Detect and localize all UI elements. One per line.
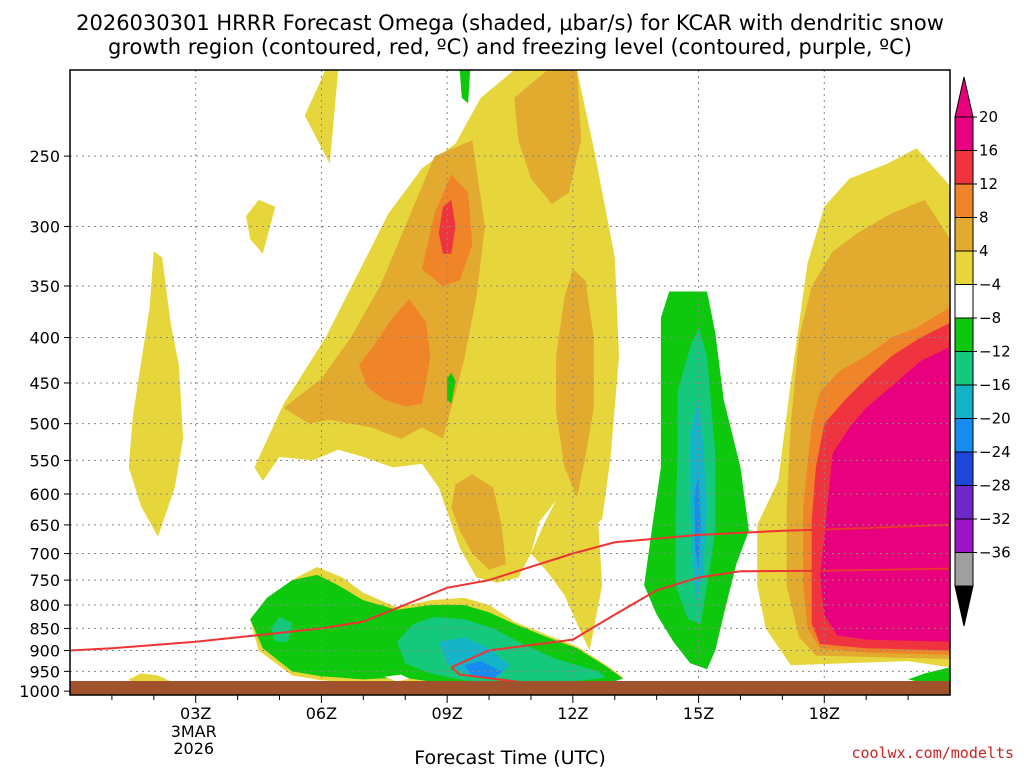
ground-surface (70, 681, 950, 695)
colorbar-label: −36 (979, 544, 1011, 562)
colorbar-swatch (954, 451, 974, 486)
y-axis: 250 300 350 400 450 500 550 600 650 700 750 800 850 9… (19, 147, 70, 701)
colorbar-label: −24 (979, 443, 1011, 461)
y-tick-label: 400 (29, 329, 60, 348)
y-tick-label: 850 (29, 619, 60, 638)
omega-region (820, 347, 950, 642)
y-tick-label: 700 (29, 545, 60, 564)
y-tick-label: 1000 (19, 682, 60, 701)
colorbar-swatch (954, 518, 974, 553)
colorbar-label: −12 (979, 343, 1011, 361)
colorbar-label: 12 (979, 175, 998, 193)
colorbar-label: 20 (979, 108, 998, 126)
omega-region (128, 251, 184, 537)
colorbar-swatch (954, 552, 974, 587)
omega-region (463, 661, 502, 680)
omega-shading (128, 70, 950, 689)
omega-region (246, 199, 276, 254)
x-tick-label: 09Z (431, 704, 462, 723)
colorbar-bottom-arrow (954, 585, 974, 627)
colorbar-swatch (954, 150, 974, 185)
chart-title-line-1: 2026030301 HRRR Forecast Omega (shaded, … (76, 11, 944, 35)
colorbar-swatch (954, 183, 974, 218)
colorbar-swatch (954, 284, 974, 319)
colorbar-label: 16 (979, 142, 998, 160)
omega-region (447, 372, 456, 404)
omega-region (694, 474, 701, 570)
x-tick-label: 15Z (683, 704, 714, 723)
y-tick-label: 350 (29, 277, 60, 296)
y-tick-label: 250 (29, 147, 60, 166)
ground-bar (70, 681, 950, 695)
colorbar-label: 8 (979, 209, 989, 227)
colorbar-label: −28 (979, 477, 1011, 495)
omega-region (514, 70, 582, 204)
omega-region (271, 616, 293, 642)
y-tick-label: 650 (29, 516, 60, 535)
colorbar-swatch (954, 317, 974, 352)
y-tick-label: 500 (29, 415, 60, 434)
colorbar-label: 4 (979, 242, 989, 260)
x-axis-title: Forecast Time (UTC) (414, 747, 605, 768)
x-tick-label: 03Z (180, 704, 211, 723)
dgz-lower-contour (450, 567, 951, 669)
omega-region (304, 70, 339, 164)
y-tick-label: 900 (29, 641, 60, 660)
x-date-label: 2026 (173, 739, 214, 758)
colorbar-swatch (954, 418, 974, 453)
y-tick-label: 950 (29, 662, 60, 681)
grid-lines (70, 70, 950, 695)
y-tick-label: 600 (29, 485, 60, 504)
y-tick-label: 550 (29, 451, 60, 470)
colorbar-label: −8 (979, 309, 1001, 327)
colorbar-label: −4 (979, 276, 1001, 294)
site-credit: coolwx.com/modelts (851, 744, 1014, 762)
colorbar-swatch (954, 250, 974, 285)
x-tick-label: 12Z (557, 704, 588, 723)
omega-region (451, 474, 506, 570)
y-tick-label: 750 (29, 571, 60, 590)
omega-region (396, 616, 607, 684)
colorbar-label: −20 (979, 410, 1011, 428)
omega-region (459, 70, 471, 104)
y-tick-label: 300 (29, 217, 60, 236)
colorbar-legend: 20 16 12 8 4 −4 −8 −12 −16 −20 −24 −28 −32 −36 (954, 76, 1011, 627)
omega-region (384, 674, 410, 682)
x-tick-label: 18Z (809, 704, 840, 723)
x-date-label: 3MAR (171, 722, 217, 741)
y-tick-label: 450 (29, 374, 60, 393)
omega-region (359, 299, 431, 407)
colorbar-label: −16 (979, 376, 1011, 394)
colorbar-swatch (954, 384, 974, 419)
y-tick-label: 800 (29, 596, 60, 615)
omega-region (531, 500, 603, 651)
colorbar-swatch (954, 116, 974, 151)
colorbar-swatch (954, 351, 974, 386)
colorbar-swatch (954, 217, 974, 252)
colorbar-top-arrow (954, 76, 974, 118)
chart-title-line-2: growth region (contoured, red, ºC) and f… (108, 35, 912, 59)
colorbar-swatch (954, 485, 974, 520)
x-tick-label: 06Z (306, 704, 337, 723)
omega-region (908, 667, 950, 686)
colorbar-label: −32 (979, 510, 1011, 528)
